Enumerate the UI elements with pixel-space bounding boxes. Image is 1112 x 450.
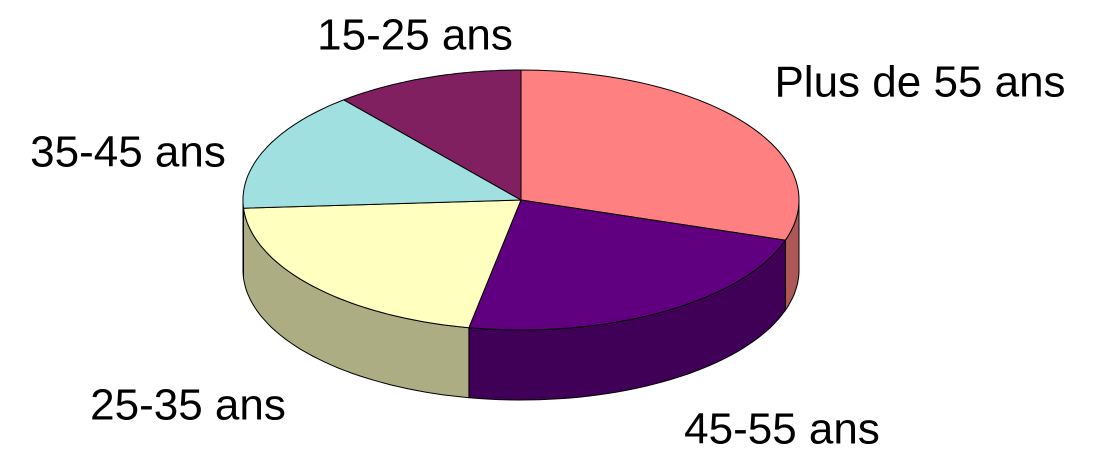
slice-label: 15-25 ans [317, 11, 513, 60]
pie-slice [242, 199, 522, 329]
pie-slice [342, 69, 522, 201]
slice-label: Plus de 55 ans [774, 58, 1065, 107]
pie-side [242, 200, 244, 279]
pie-slice [520, 69, 800, 241]
pie-slice [468, 199, 787, 331]
slice-label: 35-45 ans [30, 128, 226, 177]
slice-label: 45-55 ans [684, 405, 880, 450]
pie-slice [242, 99, 523, 209]
slice-label: 25-35 ans [90, 381, 286, 430]
